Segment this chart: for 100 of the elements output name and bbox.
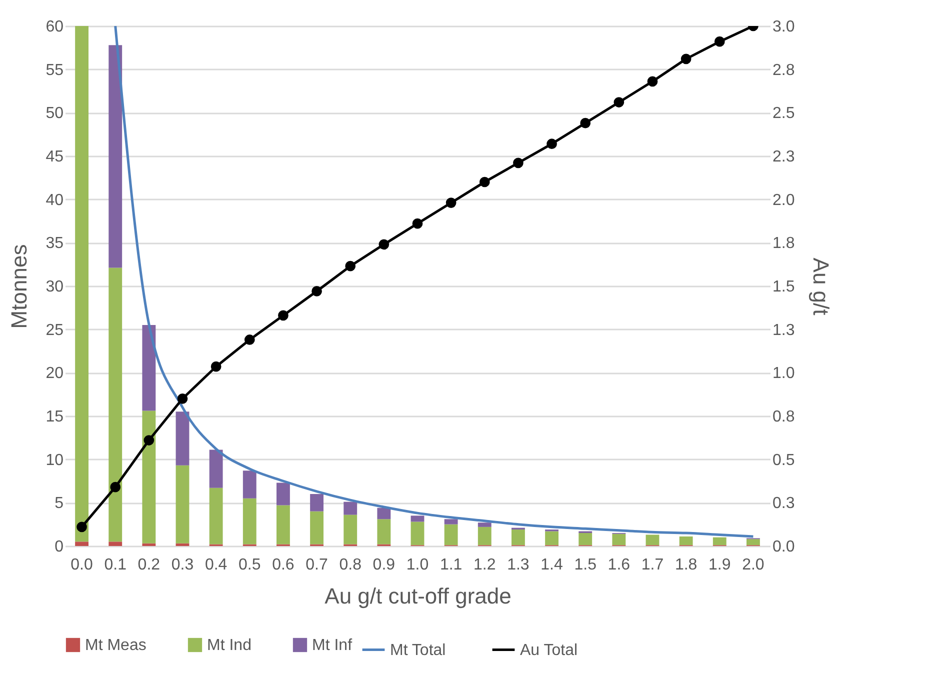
y-tick-label: 5 [54, 495, 64, 512]
bar [176, 543, 190, 546]
bar [209, 488, 223, 544]
legend-label: Mt Meas [85, 637, 146, 654]
y-tick-label: 55 [46, 62, 64, 79]
bar [276, 505, 290, 544]
bar [142, 325, 156, 411]
x-tick-label: 1.0 [406, 556, 429, 574]
y2-tick-label: 0.0 [772, 538, 795, 556]
bar [444, 519, 458, 524]
legend-label: Mt Total [390, 642, 446, 659]
bar [276, 482, 290, 506]
bar [75, 26, 88, 542]
y2-tick-label: 3.0 [772, 18, 795, 36]
y2-tick-label: 0.3 [772, 495, 795, 512]
bar [176, 465, 190, 544]
y2-tick-label: 1.3 [772, 322, 795, 339]
bar [108, 45, 122, 268]
y-tick-label: 15 [46, 408, 64, 426]
x-tick-label: 1.2 [474, 556, 496, 574]
bar [545, 531, 558, 546]
y-axis-title: Mtonnes [6, 244, 32, 329]
x-tick-label: 1.9 [708, 556, 731, 574]
point [244, 334, 255, 345]
y2-tick-label: 2.5 [772, 105, 795, 122]
point [345, 260, 356, 272]
y-tick-label: 20 [46, 365, 64, 382]
x-tick-label: 1.7 [641, 556, 664, 574]
y2-tick-label: 1.5 [772, 278, 795, 296]
bar [344, 502, 358, 515]
bar [242, 498, 256, 544]
x-tick-label: 0.6 [272, 556, 294, 574]
bar [578, 533, 592, 546]
legend-label: Mt Ind [207, 637, 252, 654]
bar [612, 534, 626, 546]
x-tick-label: 0.1 [104, 556, 127, 574]
point [580, 118, 591, 128]
y2-tick-label: 0.5 [772, 452, 795, 469]
legend-label: Au Total [520, 642, 578, 659]
point [546, 138, 557, 150]
y-tick-label: 50 [46, 105, 64, 122]
x-tick-label: 0.4 [204, 556, 228, 574]
x-tick-label: 0.3 [171, 556, 194, 574]
y-tick-label: 60 [46, 18, 64, 36]
x-tick-label: 0.0 [70, 556, 94, 574]
bar [75, 542, 88, 546]
bar [410, 522, 424, 546]
bar [679, 536, 693, 546]
y-tick-label: 35 [46, 235, 64, 252]
x-tick-label: 1.6 [608, 556, 630, 574]
point [680, 54, 692, 64]
y2-axis-title: Au g/t [808, 258, 834, 316]
bar [712, 537, 726, 546]
point [177, 393, 188, 404]
bar [377, 508, 391, 520]
bar [108, 268, 122, 542]
bar [512, 530, 525, 546]
y-tick-label: 10 [46, 452, 64, 469]
x-tick-label: 0.9 [372, 556, 396, 574]
point [446, 198, 456, 208]
bar [646, 534, 660, 546]
bar [142, 543, 156, 546]
bar [377, 519, 391, 544]
bar [209, 450, 223, 488]
x-tick-label: 1.8 [674, 556, 698, 574]
point [144, 435, 154, 446]
bar [176, 412, 190, 466]
x-tick-label: 1.3 [507, 556, 530, 574]
x-tick-label: 0.2 [138, 556, 160, 574]
x-tick-label: 1.1 [440, 556, 462, 574]
bar [478, 522, 492, 527]
point [110, 482, 121, 492]
x-tick-label: 0.8 [339, 556, 362, 574]
y2-tick-label: 1.8 [772, 235, 795, 252]
bar [310, 511, 324, 544]
legend-label: Mt Inf [312, 637, 353, 654]
bar [344, 514, 358, 544]
point [614, 97, 624, 108]
point [513, 158, 524, 168]
y-tick-label: 0 [54, 538, 64, 556]
y2-tick-label: 0.8 [772, 408, 795, 426]
bar [410, 516, 424, 522]
x-axis-title: Au g/t cut-off grade [324, 584, 512, 608]
bar [444, 524, 458, 546]
y2-tick-label: 1.0 [772, 365, 795, 382]
y2-tick-label: 2.0 [772, 192, 795, 209]
x-tick-label: 1.4 [540, 556, 564, 574]
x-tick-label: 2.0 [742, 556, 764, 574]
point [479, 176, 490, 188]
y2-tick-label: 2.3 [772, 148, 795, 166]
point [210, 361, 222, 372]
point [378, 239, 390, 250]
point [714, 36, 725, 47]
point [412, 218, 423, 229]
bar [242, 470, 256, 498]
y-tick-label: 30 [46, 278, 64, 296]
point [312, 286, 322, 296]
point [278, 310, 288, 321]
bar [142, 410, 156, 544]
point [647, 76, 658, 87]
